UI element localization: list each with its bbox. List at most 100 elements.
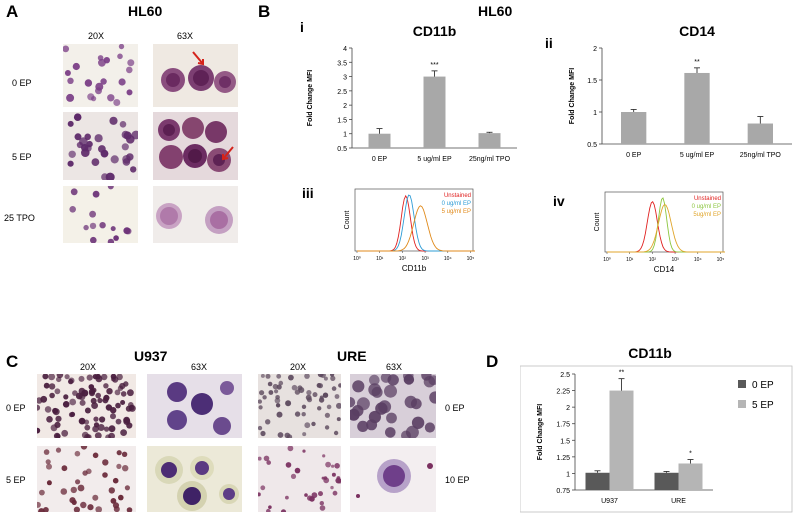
- micrograph-u937-5ep-20x: [37, 446, 136, 512]
- mag-label: 63X: [177, 31, 194, 41]
- significance-label: **: [619, 370, 625, 377]
- x-tick-label: 25ng/ml TPO: [740, 152, 782, 159]
- row-label: 5 EP: [6, 475, 26, 485]
- micrograph-hl60-25tpo-20x: [63, 186, 138, 243]
- y-axis-label: Count: [594, 213, 601, 232]
- mag-label: 20X: [88, 31, 105, 41]
- y-tick-label: 1.5: [560, 438, 570, 445]
- legend-entry: Unstained: [444, 193, 471, 199]
- bar: [678, 463, 703, 490]
- bar: [609, 390, 634, 490]
- y-axis-label: Fold Change MFI: [569, 68, 576, 124]
- micrograph-ure-10ep-63x: [350, 446, 436, 512]
- y-tick-label: 0.5: [587, 142, 597, 149]
- micrograph-ure-0ep-63x: [350, 374, 436, 438]
- panel-c-title-ure: URE: [337, 348, 367, 364]
- y-axis-label: Fold Change MFI: [307, 70, 314, 126]
- y-tick-label: 1.75: [556, 422, 570, 429]
- x-tick-label: 10³: [421, 256, 429, 262]
- bar: [621, 112, 647, 144]
- y-tick-label: 1.25: [556, 455, 570, 462]
- micrograph-ure-0ep-20x: [258, 374, 341, 438]
- legend-entry: 5 ug/ml EP: [442, 209, 471, 215]
- plot-frame: [604, 191, 724, 253]
- row-label: 25 TPO: [4, 213, 35, 223]
- subpanel-label: iii: [302, 185, 314, 201]
- row-label: 5 EP: [12, 152, 32, 162]
- micrograph-hl60-5ep-20x: [63, 112, 138, 180]
- x-tick-label: 10⁵: [467, 256, 475, 262]
- chart-cd11b-u937-ure: CD11b Fold Change MFI 0.75 1 1.25 1.5 1.75 2 2.2…: [520, 345, 793, 513]
- panel-letter-a: A: [6, 2, 19, 21]
- y-tick-label: 1.5: [587, 78, 597, 85]
- subpanel-label: i: [300, 19, 304, 35]
- x-tick-label: 10²: [649, 257, 657, 263]
- histogram-cd11b: Count CD11b 10⁰ 10¹ 10² 10³ 10⁴ 10⁵ Unstained 0 u…: [344, 188, 475, 273]
- significance-label: **: [694, 59, 700, 66]
- y-tick-label: 4: [343, 46, 347, 53]
- micrograph-hl60-0ep-63x: [153, 44, 238, 107]
- legend-entry: 0 ug/ml EP: [692, 204, 721, 210]
- y-tick-label: 2.5: [337, 89, 347, 96]
- mag-label: 63X: [386, 362, 403, 372]
- micrograph-u937-0ep-20x: [37, 374, 136, 438]
- arrow-icon: [192, 51, 204, 65]
- chart-title: CD11b: [413, 23, 457, 39]
- mag-label: 20X: [290, 362, 307, 372]
- chart-title: CD11b: [628, 345, 672, 361]
- y-tick-label: 2: [566, 405, 570, 412]
- chart-title: CD14: [679, 23, 715, 39]
- bar: [585, 472, 610, 490]
- y-axis-label: Fold Change MFI: [537, 404, 544, 460]
- panel-letter-b: B: [258, 2, 271, 21]
- x-tick-label: 10⁴: [694, 257, 702, 263]
- x-tick-label: 10³: [671, 257, 679, 263]
- panel-letter-c: C: [6, 352, 19, 371]
- x-tick-label: 5 ug/ml EP: [417, 156, 452, 163]
- histogram-cd14: Count CD14 10⁰ 10¹ 10² 10³ 10⁴ 10⁵ Unstained 0 ug…: [594, 191, 725, 274]
- panel-c-title-u937: U937: [134, 348, 168, 364]
- row-label: 0 EP: [6, 403, 26, 413]
- micrograph-u937-5ep-63x: [147, 446, 242, 512]
- y-tick-label: 2.25: [556, 389, 570, 396]
- x-tick-label: 25ng/ml TPO: [469, 156, 511, 163]
- panel-letter-d: D: [486, 352, 499, 371]
- bar: [368, 133, 391, 148]
- histogram-line: [607, 203, 725, 253]
- x-tick-label: 10⁴: [444, 256, 452, 262]
- bar: [423, 76, 446, 148]
- panel-a-title: HL60: [128, 3, 163, 19]
- x-tick-label: 10⁰: [353, 256, 361, 262]
- x-tick-label: 0 EP: [626, 152, 642, 159]
- chart-cd11b-hl60: CD11b Fold Change MFI 0.5 1 1.5 2 2.5 3 3.5 4 0 EP…: [307, 23, 517, 163]
- y-tick-label: 3.5: [337, 60, 347, 67]
- legend-swatch: [738, 380, 746, 388]
- y-axis-label: Count: [344, 211, 351, 230]
- bar: [654, 472, 679, 490]
- bar: [684, 72, 710, 144]
- row-label: 0 EP: [12, 78, 32, 88]
- legend-swatch: [738, 400, 746, 408]
- x-tick-label: 10⁵: [717, 257, 725, 263]
- legend-entry: Unstained: [694, 196, 721, 202]
- x-tick-label: 10¹: [626, 257, 634, 263]
- subpanel-label: iv: [553, 193, 565, 209]
- row-label: 0 EP: [445, 403, 465, 413]
- bar: [747, 123, 773, 144]
- mag-label: 63X: [191, 362, 208, 372]
- y-tick-label: 0.75: [556, 488, 570, 495]
- mag-label: 20X: [80, 362, 97, 372]
- x-tick-label: 10⁰: [603, 257, 611, 263]
- x-tick-label: U937: [601, 498, 618, 505]
- y-tick-label: 2: [343, 103, 347, 110]
- x-axis-label: CD11b: [402, 264, 427, 273]
- micrograph-hl60-25tpo-63x: [153, 186, 238, 243]
- y-tick-label: 2.5: [560, 372, 570, 379]
- y-tick-label: 1: [343, 132, 347, 139]
- subpanel-label: ii: [545, 35, 553, 51]
- micrograph-hl60-5ep-63x: [153, 112, 238, 180]
- y-tick-label: 3: [343, 75, 347, 82]
- x-tick-label: URE: [671, 498, 686, 505]
- y-tick-label: 1: [593, 110, 597, 117]
- x-tick-label: 5 ug/ml EP: [680, 152, 715, 159]
